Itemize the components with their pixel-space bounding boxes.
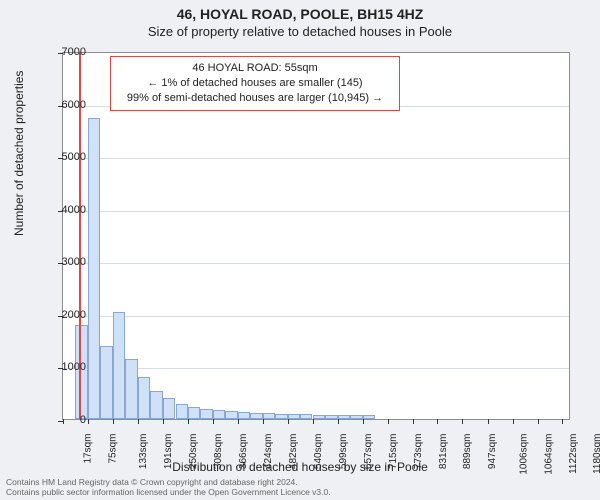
ytick-label: 6000 <box>62 99 86 111</box>
xtick-label: 540sqm <box>313 434 324 470</box>
xtick-mark <box>263 419 264 424</box>
xtick-label: 1122sqm <box>567 434 578 474</box>
xtick-label: 773sqm <box>413 434 424 470</box>
histogram-bar <box>213 410 225 419</box>
xtick-label: 308sqm <box>213 434 224 470</box>
histogram-bar <box>163 398 175 419</box>
xtick-label: 657sqm <box>363 434 374 470</box>
histogram-bar <box>176 404 188 419</box>
xtick-label: 424sqm <box>263 434 274 470</box>
xtick-label: 366sqm <box>238 434 249 470</box>
xtick-label: 1180sqm <box>592 434 600 474</box>
page-subtitle: Size of property relative to detached ho… <box>0 22 600 39</box>
histogram-bar <box>138 377 150 419</box>
gridline <box>63 316 569 317</box>
xtick-label: 250sqm <box>188 434 199 470</box>
xtick-mark <box>188 419 189 424</box>
ytick-label: 7000 <box>62 46 86 58</box>
footer: Contains HM Land Registry data © Crown c… <box>6 478 594 498</box>
xtick-mark <box>213 419 214 424</box>
histogram-bar <box>150 391 162 419</box>
xtick-mark <box>462 419 463 424</box>
xtick-mark <box>413 419 414 424</box>
histogram-bar <box>363 415 375 419</box>
xtick-mark <box>338 419 339 424</box>
histogram-bar <box>338 415 350 419</box>
gridline <box>63 263 569 264</box>
info-box: 46 HOYAL ROAD: 55sqm ← 1% of detached ho… <box>110 56 400 111</box>
xtick-label: 831sqm <box>438 434 449 470</box>
xtick-mark <box>488 419 489 424</box>
xtick-mark <box>538 419 539 424</box>
histogram-bar <box>313 415 325 419</box>
xtick-mark <box>388 419 389 424</box>
xtick-mark <box>63 419 64 424</box>
histogram-bar <box>200 409 212 420</box>
histogram-bar <box>238 412 250 419</box>
y-axis-label: Number of detached properties <box>12 71 26 236</box>
xtick-mark <box>88 419 89 424</box>
xtick-label: 482sqm <box>288 434 299 470</box>
histogram-bar <box>275 414 287 419</box>
xtick-label: 947sqm <box>487 434 498 470</box>
gridline <box>63 158 569 159</box>
xtick-mark <box>562 419 563 424</box>
histogram-bar <box>250 413 262 419</box>
xtick-mark <box>138 419 139 424</box>
histogram-bar <box>300 414 312 419</box>
page-title: 46, HOYAL ROAD, POOLE, BH15 4HZ <box>0 0 600 22</box>
xtick-mark <box>313 419 314 424</box>
info-line-2: ← 1% of detached houses are smaller (145… <box>119 76 391 91</box>
gridline <box>63 368 569 369</box>
xtick-label: 599sqm <box>338 434 349 470</box>
histogram-bar <box>350 415 362 419</box>
xtick-mark <box>113 419 114 424</box>
xtick-mark <box>513 419 514 424</box>
xtick-label: 715sqm <box>388 434 399 470</box>
histogram-bar <box>100 346 112 419</box>
histogram-bar <box>225 411 237 419</box>
ytick-label: 3000 <box>62 256 86 268</box>
xtick-label: 889sqm <box>463 434 474 470</box>
xtick-mark <box>437 419 438 424</box>
histogram-bar <box>88 118 100 419</box>
histogram-bar <box>125 359 137 419</box>
histogram-bar <box>263 413 275 419</box>
ytick-label: 4000 <box>62 204 86 216</box>
info-line-3: 99% of semi-detached houses are larger (… <box>119 91 391 106</box>
ytick-label: 2000 <box>62 309 86 321</box>
ytick-label: 5000 <box>62 151 86 163</box>
xtick-mark <box>363 419 364 424</box>
ytick-label: 0 <box>80 414 86 426</box>
xtick-mark <box>288 419 289 424</box>
histogram-bar <box>113 312 125 419</box>
xtick-label: 191sqm <box>163 434 174 470</box>
xtick-mark <box>163 419 164 424</box>
xtick-label: 1064sqm <box>543 434 554 475</box>
xtick-label: 1006sqm <box>518 434 529 475</box>
xtick-label: 133sqm <box>138 434 149 470</box>
info-line-1: 46 HOYAL ROAD: 55sqm <box>119 61 391 76</box>
xtick-label: 17sqm <box>83 434 94 464</box>
histogram-bar <box>188 407 200 419</box>
histogram-bar <box>288 414 300 419</box>
ytick-label: 1000 <box>62 361 86 373</box>
gridline <box>63 211 569 212</box>
footer-line-2: Contains public sector information licen… <box>6 488 594 498</box>
histogram-bar <box>325 415 337 419</box>
xtick-mark <box>238 419 239 424</box>
xtick-label: 75sqm <box>107 434 118 464</box>
